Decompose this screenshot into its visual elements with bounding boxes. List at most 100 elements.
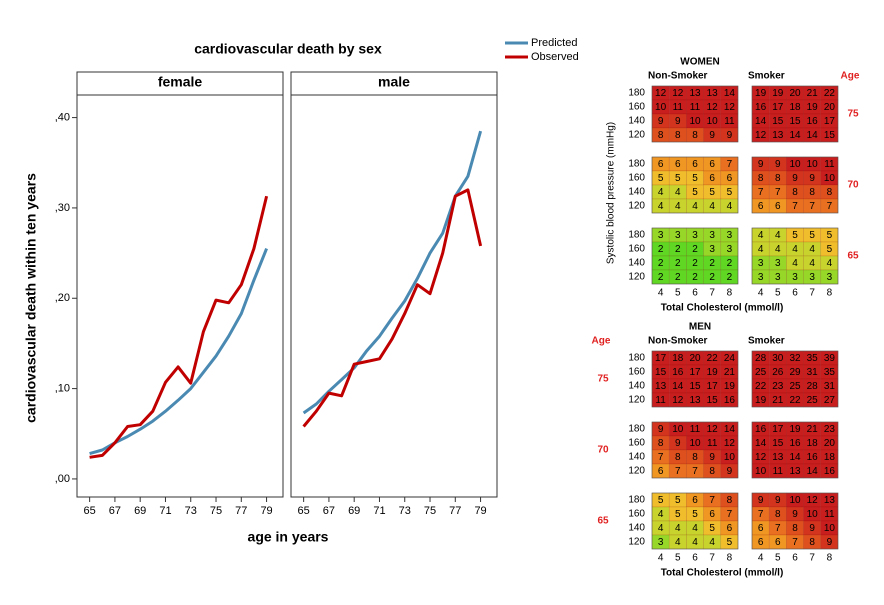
risk-value: 2 [675,244,681,255]
risk-value: 7 [727,509,733,520]
risk-value: 16 [755,102,767,113]
age-label: 75 [597,374,609,385]
cholesterol-label: 8 [727,288,733,299]
risk-value: 5 [675,509,681,520]
risk-value: 15 [772,438,784,449]
risk-value: 12 [655,88,667,99]
risk-value: 31 [824,381,836,392]
risk-value: 8 [709,466,715,477]
risk-value: 8 [727,495,733,506]
risk-value: 12 [672,88,684,99]
risk-value: 22 [707,353,719,364]
cholesterol-label: 7 [809,553,815,564]
risk-value: 5 [827,230,833,241]
risk-value: 4 [758,244,764,255]
risk-value: 4 [792,244,798,255]
cholesterol-label: 5 [675,288,681,299]
risk-value: 2 [658,258,664,269]
risk-value: 2 [727,258,733,269]
risk-value: 9 [709,130,715,141]
risk-value: 10 [789,495,801,506]
risk-value: 10 [672,424,684,435]
risk-value: 4 [709,537,715,548]
risk-value: 14 [724,424,736,435]
risk-value: 6 [727,173,733,184]
risk-value: 3 [792,272,798,283]
risk-value: 7 [792,537,798,548]
risk-value: 9 [709,452,715,463]
risk-value: 25 [789,381,801,392]
risk-value: 12 [807,495,819,506]
risk-value: 5 [692,173,698,184]
risk-value: 5 [727,537,733,548]
risk-value: 12 [707,424,719,435]
y-tick-label: ,00 [55,473,70,485]
bp-label: 120 [628,272,645,283]
x-tick-label: 67 [109,505,121,517]
risk-value: 10 [755,466,767,477]
series-line [89,195,269,459]
risk-value: 3 [758,258,764,269]
risk-value: 16 [824,466,836,477]
risk-value: 9 [727,130,733,141]
risk-value: 9 [658,424,664,435]
bp-label: 140 [628,523,645,534]
risk-value: 7 [692,466,698,477]
bp-label: 120 [628,201,645,212]
risk-value: 20 [689,353,701,364]
risk-value: 4 [692,537,698,548]
risk-value: 11 [824,509,835,520]
x-tick-label: 71 [159,505,171,517]
risk-value: 8 [775,173,781,184]
risk-value: 2 [709,258,715,269]
risk-value: 2 [675,272,681,283]
risk-value: 7 [809,201,815,212]
risk-value: 5 [727,187,733,198]
risk-value: 7 [658,452,664,463]
risk-value: 9 [775,495,781,506]
block-frame [751,350,839,408]
risk-value: 3 [709,244,715,255]
risk-value: 6 [758,537,764,548]
risk-value: 5 [675,173,681,184]
risk-value: 32 [789,353,801,364]
risk-value: 19 [789,424,801,435]
block-frame [651,227,739,285]
risk-value: 10 [807,509,819,520]
risk-value: 19 [772,88,784,99]
risk-value: 9 [809,173,815,184]
risk-value: 4 [658,523,664,534]
risk-value: 8 [692,452,698,463]
risk-value: 9 [658,116,664,127]
y-tick-label: ,20 [55,292,70,304]
risk-value: 13 [772,452,784,463]
risk-value: 3 [709,230,715,241]
risk-value: 17 [772,102,784,113]
cholesterol-label: 4 [658,288,664,299]
x-tick-label: 73 [185,505,197,517]
group-header: Non-Smoker [648,336,708,347]
block-frame [651,85,739,143]
cholesterol-label: 8 [727,553,733,564]
risk-value: 10 [689,116,701,127]
risk-value: 5 [692,509,698,520]
risk-value: 11 [655,395,666,406]
risk-value: 9 [809,523,815,534]
bp-label: 180 [628,424,645,435]
risk-value: 39 [824,353,836,364]
age-label: 75 [847,109,859,120]
risk-value: 12 [724,438,736,449]
risk-value: 28 [755,353,767,364]
bp-label: 140 [628,187,645,198]
cholesterol-label: 7 [809,288,815,299]
risk-value: 8 [792,187,798,198]
risk-value: 4 [809,244,815,255]
risk-value: 14 [755,116,767,127]
risk-value: 17 [824,116,836,127]
risk-value: 12 [707,102,719,113]
risk-value: 4 [775,244,781,255]
risk-value: 3 [692,230,698,241]
table-title: WOMEN [680,57,719,68]
risk-value: 7 [675,466,681,477]
